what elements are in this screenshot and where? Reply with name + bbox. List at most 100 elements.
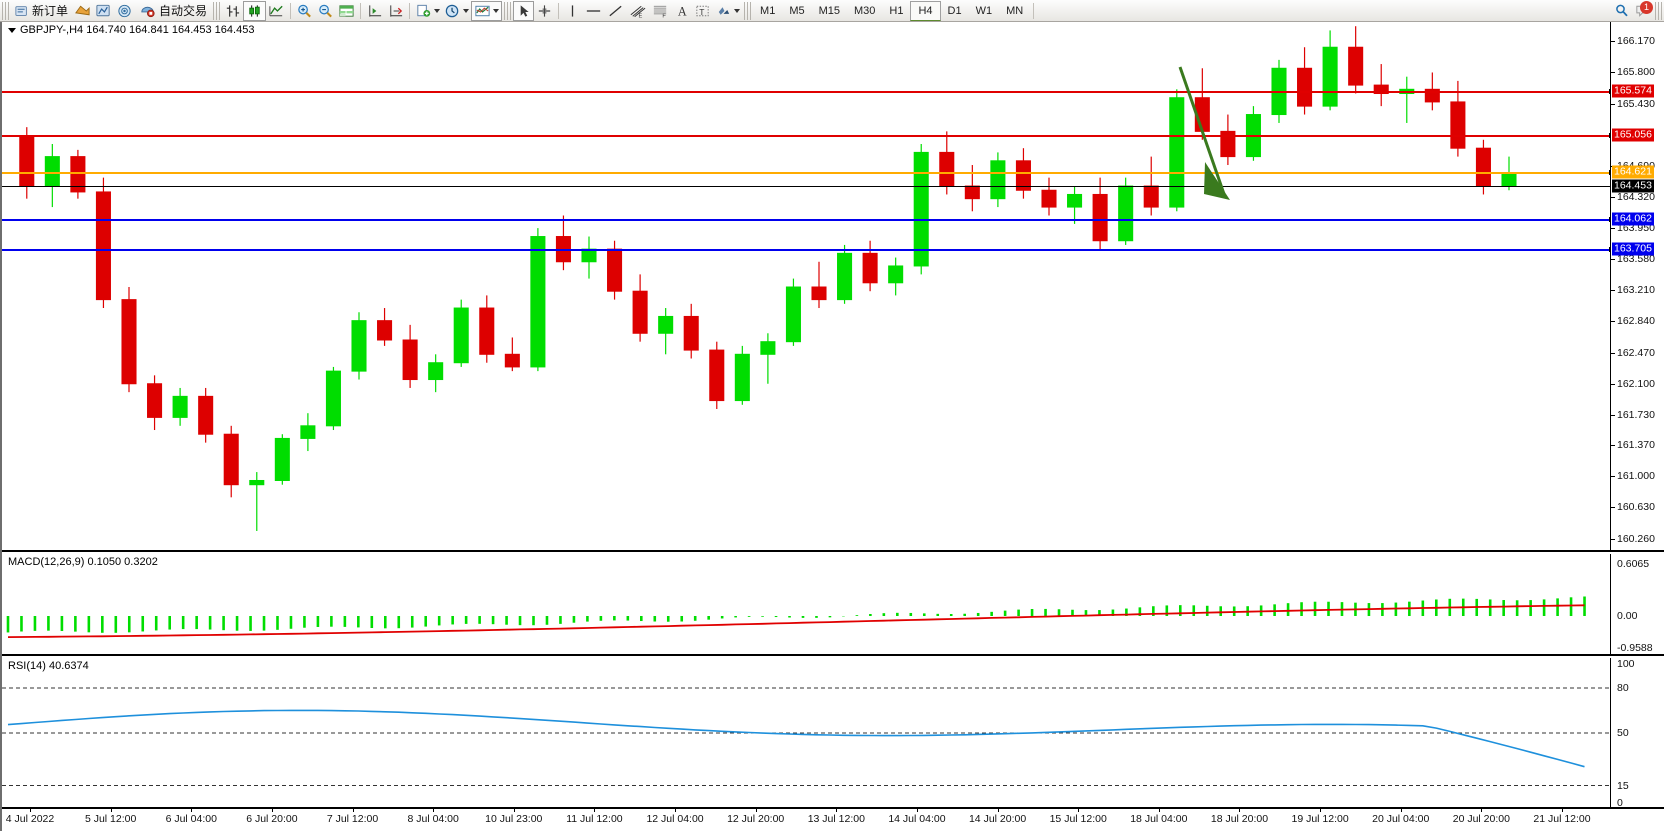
candle-body [1271,67,1287,116]
period-icon[interactable] [442,1,471,21]
autotrade-button[interactable]: 自动交易 [135,1,211,21]
time-axis-label: 18 Jul 20:00 [1210,813,1269,825]
svg-text:F: F [662,13,666,18]
price-level-badge-pivot: 164.621 [1612,165,1654,179]
vertical-line-icon[interactable] [562,1,582,21]
rsi-pane[interactable]: RSI(14) 40.6374 100 80 50 15 0 [2,658,1664,809]
level-handle[interactable] [1609,246,1610,252]
candle-body [479,307,495,355]
crosshair-icon[interactable] [534,1,555,21]
time-axis-label: 14 Jul 04:00 [888,813,946,825]
price-pane[interactable]: GBPJPY-,H4 164.740 164.841 164.453 164.4… [2,22,1664,552]
toolbar-grip[interactable] [2,1,9,20]
fibonacci-icon[interactable]: F [649,1,672,21]
zoom-out-icon[interactable] [315,1,336,21]
time-tick-mark [755,809,757,812]
text-icon[interactable]: A [672,1,692,21]
price-tick-label: 164.320 [1617,190,1655,203]
candle-body [1348,46,1364,86]
level-line-last-price[interactable] [2,185,1610,187]
timeframe-m30[interactable]: M30 [854,4,876,17]
grid-icon[interactable] [336,1,357,21]
price-tick-mark [1611,72,1615,74]
level-handle[interactable] [1609,133,1610,139]
candle-body [198,395,214,435]
timeframe-m15[interactable]: M15 [818,4,840,17]
candlestick-chart-icon[interactable] [243,0,267,21]
new-order-button[interactable]: 新订单 [11,1,72,21]
collapse-caret-icon[interactable] [8,27,16,33]
data-window-icon[interactable] [72,1,93,21]
price-plot[interactable] [2,22,1610,550]
rsi-plot[interactable] [2,658,1610,807]
timeframe-h4[interactable]: H4 [910,0,941,21]
equidistant-channel-icon[interactable]: E [626,1,649,21]
candle-body [274,437,290,481]
time-tick-mark [1562,809,1563,812]
horizontal-line-icon[interactable] [582,1,605,21]
level-handle[interactable] [1609,169,1610,175]
level-line-support-2[interactable] [2,246,1610,252]
time-axis-label: 21 Jul 12:00 [1533,813,1591,825]
alerts-icon[interactable]: 1 [1632,0,1653,21]
line-chart-icon[interactable] [266,1,287,21]
candle-body [709,349,725,402]
toolbar-grip-2[interactable] [213,1,221,20]
time-axis-label: 10 Jul 23:00 [485,813,543,825]
timeframe-d1[interactable]: D1 [947,4,962,17]
rsi-axis: 100 80 50 15 0 [1610,658,1664,809]
indicators-icon[interactable] [413,1,442,21]
chevron-down-icon-4[interactable] [734,8,741,13]
cursor-icon[interactable] [513,0,535,21]
candlestick-chart [19,26,1517,531]
timeframe-mn[interactable]: MN [1006,4,1024,17]
timeframe-m1[interactable]: M1 [760,4,776,17]
text-label-icon[interactable]: T [692,1,713,21]
candle-body [19,135,35,187]
level-line-resistance-1[interactable] [2,89,1610,95]
level-line-support-1[interactable] [2,216,1610,222]
price-tick-mark [1611,321,1615,323]
rsi-chart [2,687,1610,786]
trend-line-icon[interactable] [605,1,626,21]
level-line-resistance-2[interactable] [2,133,1610,139]
time-tick-mark [836,809,838,812]
candle-body [147,383,163,418]
level-handle[interactable] [1609,216,1610,222]
price-level-badge-resistance-2: 165.056 [1612,128,1654,142]
bar-chart-icon[interactable] [222,1,243,21]
chevron-down-icon-3[interactable] [493,8,500,13]
toolbar-grip-5[interactable] [1655,1,1662,20]
search-icon[interactable] [1612,1,1632,21]
rsi-axis-label: 100 [1617,658,1635,670]
templates-icon[interactable] [471,0,503,21]
timeframe-h1[interactable]: H1 [889,4,904,17]
time-axis-label: 20 Jul 04:00 [1372,813,1430,825]
shift-end-icon[interactable] [364,1,385,21]
time-tick-mark [997,809,999,812]
price-axis[interactable]: 166.170165.800165.430164.690164.320163.9… [1610,22,1664,550]
zoom-in-icon[interactable] [294,1,315,21]
navigator-icon[interactable] [93,1,114,21]
timeframe-m5[interactable]: M5 [789,4,805,17]
time-axis-label: 12 Jul 20:00 [727,813,785,825]
symbol-ohlc-label: GBPJPY-,H4 164.740 164.841 164.453 164.4… [20,24,255,36]
timeframe-w1[interactable]: W1 [975,4,993,17]
level-line-pivot[interactable] [2,169,1610,175]
chart-area[interactable]: GBPJPY-,H4 164.740 164.841 164.453 164.4… [0,22,1664,831]
macd-axis-label: 0.6065 [1617,558,1650,570]
macd-pane[interactable]: MACD(12,26,9) 0.1050 0.3202 0.6065 0.00 -0… [2,554,1664,656]
toolbar-grip-3[interactable] [504,1,512,20]
level-handle[interactable] [1609,89,1610,95]
time-axis[interactable]: 4 Jul 2022 5 Jul 12:00 6 Jul 04:00 6 Jul 20… [2,808,1664,831]
toolbar-grip-4[interactable] [744,1,752,20]
shapes-icon[interactable] [713,1,742,21]
price-level-badge-resistance-1: 165.574 [1612,84,1654,98]
chevron-down-icon-2[interactable] [463,8,470,13]
signals-icon[interactable] [114,1,135,21]
rsi-line [7,709,1585,768]
price-tick-label: 161.730 [1617,408,1655,421]
macd-plot[interactable] [2,554,1610,654]
auto-scroll-icon[interactable] [385,1,406,21]
chevron-down-icon[interactable] [434,8,441,13]
